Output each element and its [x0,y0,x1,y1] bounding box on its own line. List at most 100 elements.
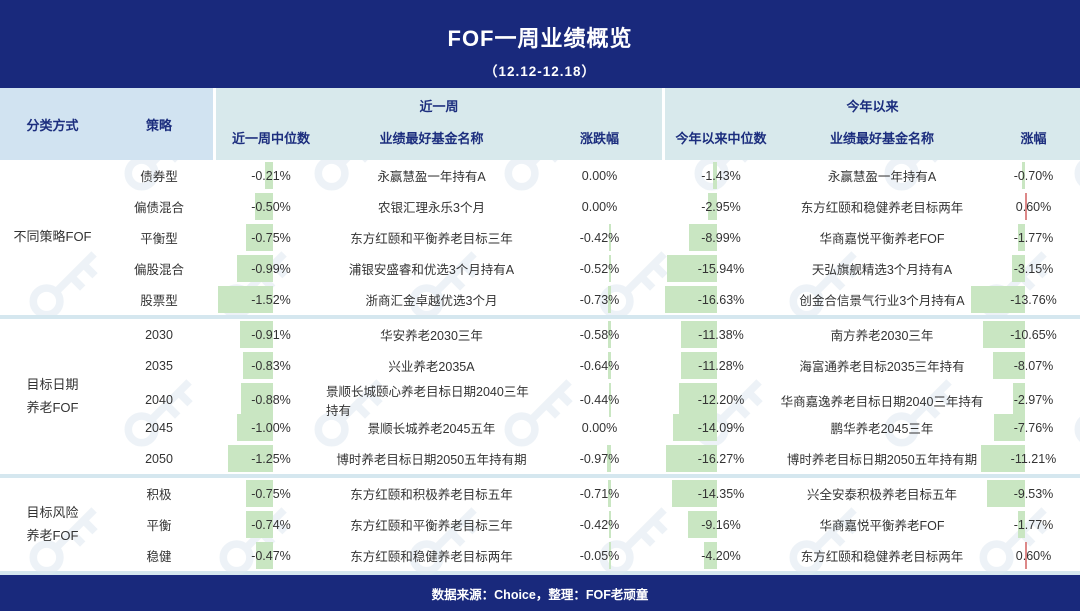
negative-data-bar [707,193,717,220]
strategy-label: 平衡 [146,519,172,533]
col-header-classification: 分类方式 [26,117,79,133]
strategy-label: 2030 [145,327,173,342]
negative-data-bar [241,383,273,417]
page-subtitle: （12.12-12.18） [483,64,597,79]
percent-value: -0.52% [579,261,620,276]
week-median-cell: -0.99% [216,253,326,284]
ytd-best-fund: 海富通养老目标2035三年持有 [799,360,965,374]
negative-data-bar [994,414,1025,441]
week-best-fund: 农银汇理永乐3个月 [378,201,485,215]
percent-value: -2.95% [701,199,741,214]
percent-value: -0.44% [579,393,620,407]
percent-value: -0.47% [251,548,291,563]
table-row: 2040 -0.88% 景顺长城颐心养老目标日期2040三年持有 -0.44% -12.… [105,381,1080,418]
negative-data-bar [608,511,611,538]
ytd-change-cell: -10.65% [982,319,1080,350]
percent-value: -1.25% [251,451,291,466]
negative-data-bar [681,321,717,348]
negative-data-bar [608,321,611,348]
percent-value: -11.38% [698,327,744,342]
percent-value: -16.27% [697,451,745,466]
ytd-change-cell: -8.07% [987,350,1080,381]
percent-value: -1.00% [251,420,291,435]
percent-value: -13.76% [1010,292,1057,307]
col-group-week: 近一周 [419,98,459,114]
header-ytd-subrow: 今年以来中位数 业绩最好基金名称 涨幅 [665,122,1080,160]
ytd-change-cell: 0.60% [987,191,1080,222]
percent-value: -11.21% [1010,451,1057,466]
week-change-cell: -0.73% [537,284,662,315]
header-ytd-section: 今年以来 今年以来中位数 业绩最好基金名称 涨幅 [665,88,1080,160]
percent-value: -11.28% [698,358,744,373]
week-median-cell: -0.88% [216,381,326,419]
percent-value: -0.64% [579,358,620,373]
group-rows: 2030 -0.91% 华安养老2030三年 -0.58% -11.38% 南方养老203… [105,319,1080,474]
ytd-median-cell: -11.28% [665,350,777,381]
negative-data-bar [980,445,1025,472]
ytd-median-cell: -11.38% [665,319,777,350]
strategy-label: 平衡型 [140,232,178,246]
header-left-block: 分类方式 策略 [0,88,213,160]
ytd-best-fund: 博时养老目标日期2050五年持有期 [786,453,978,467]
week-change-cell: -0.71% [537,478,662,509]
positive-data-bar [1024,542,1027,569]
week-median-cell: -0.83% [216,350,326,381]
ytd-median-cell: -2.95% [665,191,777,222]
percent-value: -10.65% [1010,327,1057,342]
percent-value: -0.42% [579,517,620,532]
negative-data-bar [237,414,273,441]
week-median-cell: -0.47% [216,540,326,571]
table-body: 不同策略FOF 债券型 -0.21% 永赢慧盈一年持有A 0.00% -1.43% 永赢慧盈… [0,160,1080,571]
week-change-cell: -0.42% [537,509,662,540]
group-rows: 债券型 -0.21% 永赢慧盈一年持有A 0.00% -1.43% 永赢慧盈一年持有A -0… [105,160,1080,315]
table-row: 2045 -1.00% 景顺长城养老2045五年 0.00% -14.09% 鹏华养老20… [105,412,1080,443]
week-best-fund: 东方红颐和积极养老目标五年 [350,488,513,502]
col-header-week-best-fund: 业绩最好基金名称 [379,130,484,146]
strategy-group: 目标日期 养老FOF 2030 -0.91% 华安养老2030三年 -0.58% -11.… [0,319,1080,474]
percent-value: -0.75% [251,230,291,245]
percent-value: -0.58% [579,327,620,342]
percent-value: 0.00% [581,168,618,183]
ytd-median-cell: -9.16% [665,509,777,540]
percent-value: -0.21% [251,168,291,183]
week-change-cell: 0.00% [537,412,662,443]
ytd-best-fund: 创金合信景气行业3个月持有A [799,294,965,308]
table-row: 积极 -0.75% 东方红颐和积极养老目标五年 -0.71% -14.35% 兴全安泰积极… [105,478,1080,509]
week-change-cell: 0.00% [537,191,662,222]
ytd-best-fund: 南方养老2030三年 [830,329,934,343]
week-best-fund: 东方红颐和平衡养老目标三年 [350,519,513,533]
percent-value: -0.50% [251,199,291,214]
col-header-ytd-best-fund: 业绩最好基金名称 [829,130,934,146]
week-best-fund: 华安养老2030三年 [380,329,483,343]
strategy-group: 不同策略FOF 债券型 -0.21% 永赢慧盈一年持有A 0.00% -1.43% 永赢慧盈… [0,160,1080,315]
negative-data-bar [608,383,611,417]
strategy-label: 稳健 [146,550,172,564]
negative-data-bar [607,480,611,507]
col-header-week-median: 近一周中位数 [231,130,310,146]
page-title: FOF一周业绩概览 [447,26,633,51]
percent-value: -1.52% [251,292,291,307]
footer-separator [0,571,1080,575]
negative-data-bar [608,352,611,379]
header-week-section: 近一周 近一周中位数 业绩最好基金名称 涨跌幅 [216,88,662,160]
negative-data-bar [608,255,611,282]
negative-data-bar [246,224,273,251]
ytd-best-fund: 华商嘉悦平衡养老FOF [819,519,945,533]
table-row: 债券型 -0.21% 永赢慧盈一年持有A 0.00% -1.43% 永赢慧盈一年持有A -0… [105,160,1080,191]
table-row: 偏债混合 -0.50% 农银汇理永乐3个月 0.00% -2.95% 东方红颐和稳健养老目… [105,191,1080,222]
ytd-best-fund: 华商嘉悦平衡养老FOF [819,232,945,246]
col-header-week-change: 涨跌幅 [579,130,619,146]
group-label: 目标日期 养老FOF [26,377,79,415]
percent-value: -12.20% [697,393,745,407]
ytd-median-cell: -8.99% [665,222,777,253]
week-change-cell: -0.44% [537,381,662,419]
percent-value: -0.71% [579,486,620,501]
ytd-median-cell: -14.35% [665,478,777,509]
negative-data-bar [993,352,1025,379]
negative-data-bar [665,445,717,472]
percent-value: -0.83% [251,358,291,373]
week-median-cell: -0.50% [216,191,326,222]
group-separator [0,315,1080,319]
negative-data-bar [1017,224,1025,251]
